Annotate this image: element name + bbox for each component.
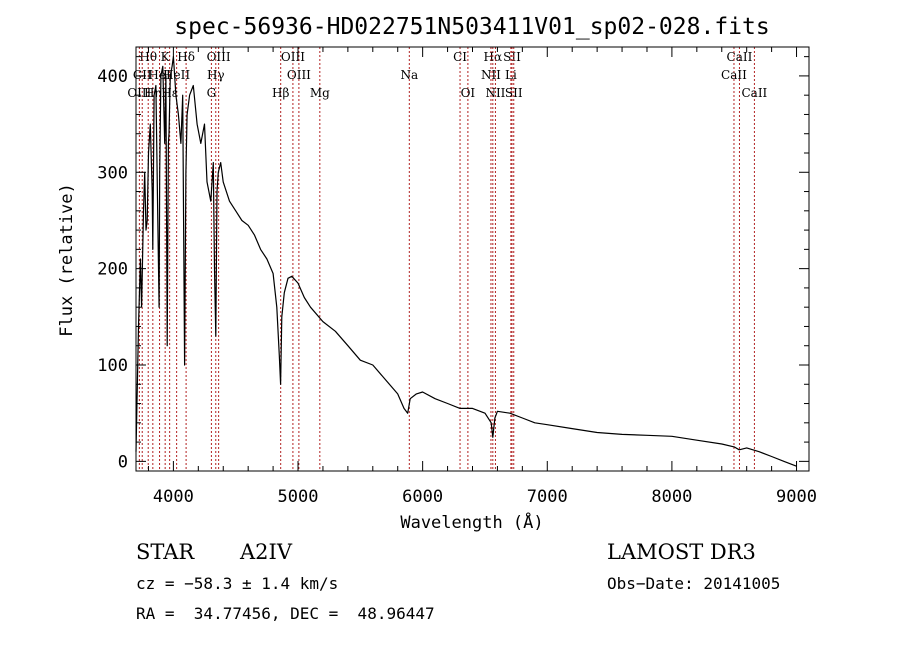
y-tick-label: 300 bbox=[97, 163, 128, 183]
spectral-line-label: CII bbox=[133, 68, 152, 82]
x-axis-label: Wavelength (Å) bbox=[400, 511, 543, 533]
spectral-line-label: OIII bbox=[287, 68, 311, 82]
spectral-line-label: NII bbox=[485, 86, 505, 100]
spectral-line-label: Hδ bbox=[177, 50, 195, 64]
spectral-line-label: CaII bbox=[721, 68, 747, 82]
spectral-line-label: OIII bbox=[127, 86, 151, 100]
survey-name: LAMOST DR3 bbox=[607, 540, 756, 564]
spectral-line-label: Hη bbox=[144, 86, 162, 100]
observation-date: Obs−Date: 20141005 bbox=[607, 574, 781, 593]
spectral-line-label: OIII bbox=[207, 50, 231, 64]
x-tick-label: 6000 bbox=[402, 487, 443, 507]
spectral-line-label: CI bbox=[453, 50, 467, 64]
y-tick-label: 0 bbox=[118, 452, 128, 472]
spectrum-series bbox=[135, 55, 797, 467]
axis-ticks: 4000 5000 6000 7000 8000 9000 0 100 200 300 400 bbox=[97, 47, 817, 507]
chart-title: spec-56936-HD022751N503411V01_sp02-028.f… bbox=[174, 14, 769, 40]
y-tick-label: 100 bbox=[97, 356, 128, 376]
y-tick-label: 200 bbox=[97, 260, 128, 280]
spectral-line-label: OIII bbox=[281, 50, 305, 64]
object-type: STAR bbox=[136, 540, 195, 564]
redshift-velocity: cz = −58.3 ± 1.4 km/s bbox=[136, 574, 339, 593]
spectral-line-label: HeII bbox=[163, 68, 190, 82]
spectral-line-label: CaII bbox=[741, 86, 767, 100]
spectral-class: A2IV bbox=[240, 540, 292, 564]
spectral-line-label: SII bbox=[503, 50, 521, 64]
x-tick-label: 9000 bbox=[776, 487, 817, 507]
spectral-line-label: CaII bbox=[727, 50, 753, 64]
spectral-line-label: K bbox=[161, 50, 171, 64]
spectrum-line bbox=[135, 55, 797, 467]
coordinates: RA = 34.77456, DEC = 48.96447 bbox=[136, 604, 435, 623]
y-tick-label: 400 bbox=[97, 67, 128, 87]
x-tick-label: 8000 bbox=[651, 487, 692, 507]
spectral-line-label: Mg bbox=[310, 86, 330, 100]
spectral-line-label: Hα bbox=[484, 50, 503, 64]
spectral-line-label: G bbox=[207, 86, 217, 100]
y-axis-label: Flux (relative) bbox=[57, 183, 77, 337]
spectral-line-label: OI bbox=[461, 86, 476, 100]
spectral-line-label: NII bbox=[481, 68, 501, 82]
x-tick-label: 5000 bbox=[278, 487, 319, 507]
spectral-line-label: SII bbox=[505, 86, 523, 100]
spectral-line-label: Li bbox=[505, 68, 517, 82]
spectral-line-label: Hβ bbox=[272, 86, 289, 100]
x-tick-label: 4000 bbox=[153, 487, 194, 507]
spectral-line-label: Na bbox=[400, 68, 418, 82]
x-tick-label: 7000 bbox=[527, 487, 568, 507]
plot-area-frame bbox=[135, 46, 810, 472]
spectral-line-label: Hγ bbox=[207, 68, 225, 82]
